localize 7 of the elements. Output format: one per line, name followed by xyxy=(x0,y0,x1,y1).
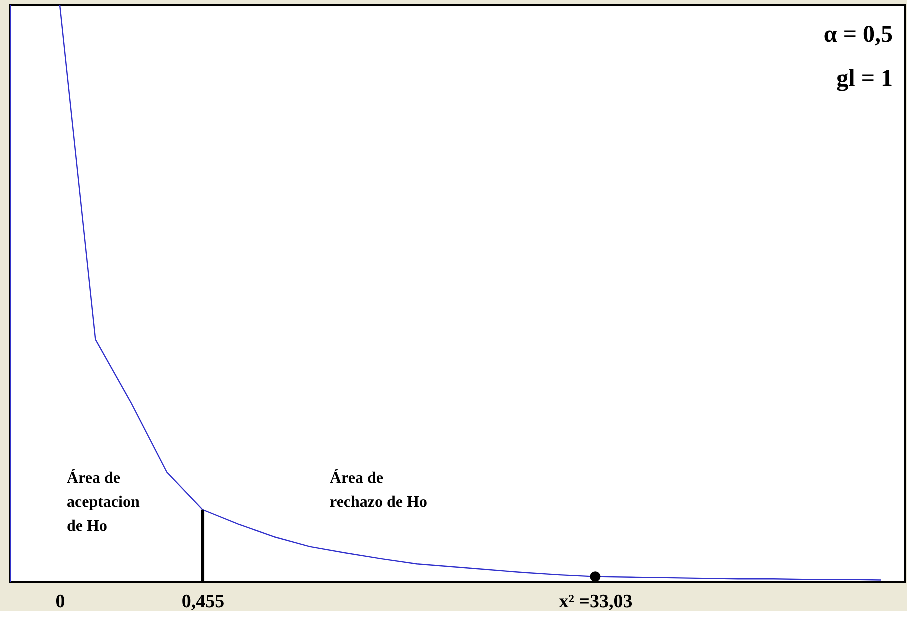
x-tick-label: 0,455 xyxy=(182,592,225,612)
annotation: α = 0,5 xyxy=(824,22,893,48)
x-tick-label: x² =33,03 xyxy=(559,592,633,612)
annotation: gl = 1 xyxy=(836,66,893,92)
annotation: Área de rechazo de Ho xyxy=(330,469,428,511)
x-tick-label: 0 xyxy=(56,592,66,612)
annotation: Área de aceptacion de Ho xyxy=(67,469,140,535)
